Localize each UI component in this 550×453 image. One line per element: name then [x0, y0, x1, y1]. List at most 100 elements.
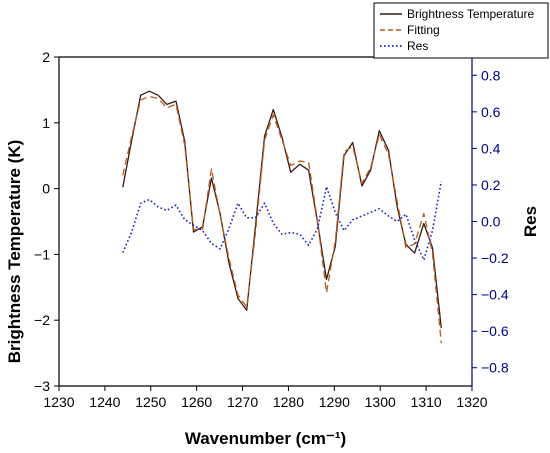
- data-point-res: [166, 210, 168, 212]
- data-point-res: [290, 232, 292, 234]
- data-point-fitting: [166, 107, 168, 109]
- x-tick-label: 1270: [227, 394, 258, 410]
- data-point-res: [264, 202, 266, 204]
- data-point-res: [299, 233, 301, 235]
- data-point-res: [157, 206, 159, 208]
- legend-box: [373, 2, 549, 59]
- y-right-tick-label: −0.4: [481, 287, 509, 303]
- x-tick-label: 1300: [365, 394, 396, 410]
- data-point-brightness-temperature: [122, 186, 124, 188]
- y-left-tick-label: 2: [42, 49, 50, 65]
- series-line-fitting: [122, 95, 442, 344]
- data-point-res: [432, 230, 434, 232]
- data-point-res: [202, 230, 204, 232]
- data-point-res: [175, 204, 177, 206]
- plot-frame: [58, 56, 473, 387]
- data-point-fitting: [432, 252, 434, 254]
- y-right-tick-label: −0.2: [481, 250, 509, 266]
- data-point-fitting: [414, 243, 416, 245]
- data-point-brightness-temperature: [308, 169, 310, 171]
- data-point-brightness-temperature: [352, 142, 354, 144]
- data-point-res: [414, 239, 416, 241]
- data-point-res: [388, 215, 390, 217]
- data-point-fitting: [255, 232, 257, 234]
- y-axis-left-title: Brightness Temperature (K): [5, 140, 24, 364]
- data-point-res: [246, 217, 248, 219]
- legend-label-brightness-temperature: Brightness Temperature: [407, 7, 535, 21]
- data-point-fitting: [272, 114, 274, 116]
- data-point-res: [326, 186, 328, 188]
- y-left-tick-label: −2: [34, 312, 50, 328]
- data-point-brightness-temperature: [166, 103, 168, 105]
- x-tick-label: 1240: [89, 394, 120, 410]
- y-left-tick-label: −1: [34, 246, 50, 262]
- data-point-fitting: [423, 213, 425, 215]
- data-point-fitting: [308, 161, 310, 163]
- y-left-tick-label: 0: [42, 181, 50, 197]
- data-point-fitting: [361, 182, 363, 184]
- data-point-fitting: [246, 306, 248, 308]
- data-point-fitting: [334, 240, 336, 242]
- data-point-fitting: [122, 175, 124, 177]
- data-point-brightness-temperature: [388, 150, 390, 152]
- data-point-res: [352, 219, 354, 221]
- data-point-brightness-temperature: [193, 231, 195, 233]
- data-point-res: [405, 213, 407, 215]
- data-point-res: [272, 222, 274, 224]
- data-point-fitting: [396, 201, 398, 203]
- data-point-brightness-temperature: [149, 90, 151, 92]
- data-point-brightness-temperature: [299, 163, 301, 165]
- x-axis-title: Wavenumber (cm⁻¹): [185, 429, 346, 448]
- data-point-res: [370, 211, 372, 213]
- data-point-brightness-temperature: [140, 94, 142, 96]
- data-point-fitting: [281, 139, 283, 141]
- data-point-res: [361, 215, 363, 217]
- data-point-res: [149, 199, 151, 201]
- data-point-fitting: [388, 153, 390, 155]
- data-point-fitting: [184, 144, 186, 146]
- data-point-res: [281, 233, 283, 235]
- data-point-res: [334, 211, 336, 213]
- x-tick-label: 1290: [319, 394, 350, 410]
- data-point-brightness-temperature: [326, 279, 328, 281]
- data-point-res: [396, 221, 398, 223]
- series-line-res: [122, 181, 443, 261]
- data-point-res: [219, 248, 221, 250]
- series-layer: [122, 90, 443, 344]
- data-point-res: [228, 228, 230, 230]
- data-point-fitting: [219, 214, 221, 216]
- data-point-fitting: [237, 294, 239, 296]
- data-point-fitting: [290, 165, 292, 167]
- data-point-res: [316, 228, 318, 230]
- data-point-fitting: [370, 167, 372, 169]
- data-point-fitting: [352, 146, 354, 148]
- y-right-tick-label: 0.6: [481, 104, 501, 120]
- data-point-res: [210, 243, 212, 245]
- data-point-res: [131, 232, 133, 234]
- data-point-brightness-temperature: [246, 309, 248, 311]
- data-point-fitting: [210, 168, 212, 170]
- data-point-fitting: [193, 228, 195, 230]
- data-point-fitting: [264, 139, 266, 141]
- data-point-fitting: [316, 219, 318, 221]
- data-point-res: [255, 217, 257, 219]
- data-point-res: [378, 208, 380, 210]
- y-left-tick-label: 1: [42, 115, 50, 131]
- x-tick-label: 1280: [273, 394, 304, 410]
- y-right-tick-label: −0.6: [481, 323, 509, 339]
- ticks-layer: 1230 1240 1250 1260 1270 1280 1290 1300 1310 1320…: [34, 49, 509, 410]
- y-right-tick-label: 0.2: [481, 177, 501, 193]
- data-point-res: [440, 180, 442, 182]
- y-right-tick-label: −0.8: [481, 360, 509, 376]
- y-right-tick-label: 0.4: [481, 140, 501, 156]
- legend-label-res: Res: [407, 39, 428, 53]
- x-tick-label: 1230: [43, 394, 74, 410]
- data-point-fitting: [149, 96, 151, 98]
- y-right-tick-label: 0.8: [481, 67, 501, 83]
- data-point-res: [237, 202, 239, 204]
- data-point-brightness-temperature: [272, 109, 274, 111]
- x-tick-label: 1250: [135, 394, 166, 410]
- data-point-brightness-temperature: [361, 185, 363, 187]
- y-axis-right-title: Res: [521, 206, 540, 237]
